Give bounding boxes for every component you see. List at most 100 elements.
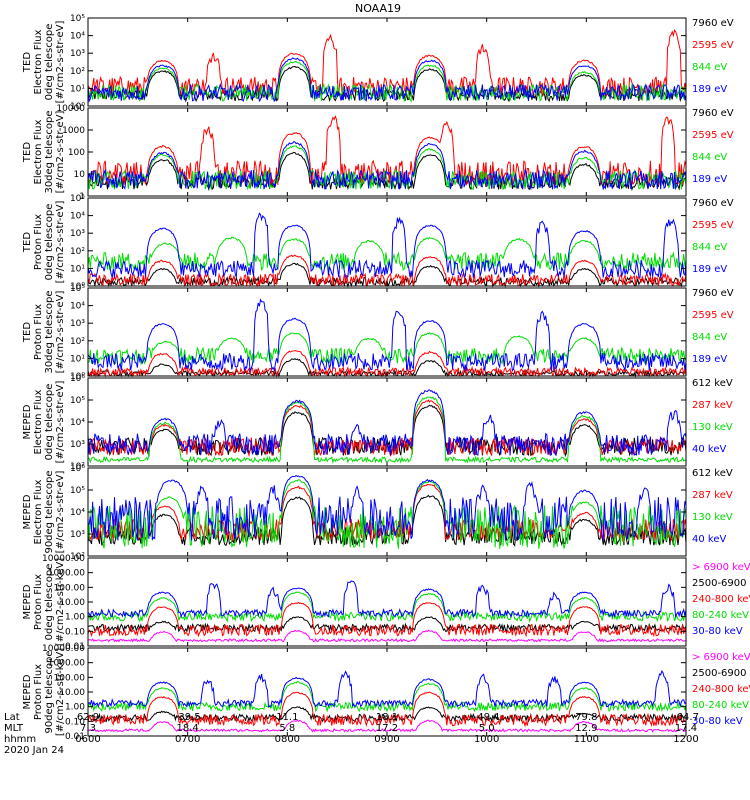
- series--6900-kev: [87, 719, 687, 733]
- panel-3-series: [87, 212, 687, 288]
- y-tick-label: 10⁶: [70, 464, 85, 474]
- legend-entry: 80-240 keV: [692, 700, 749, 711]
- footer-lat: 79.8: [575, 712, 597, 723]
- y-axis-label: [#/cm2-s-str-keV]: [55, 558, 66, 646]
- y-tick-label: 10000: [56, 104, 85, 114]
- y-axis-label: Electron Flux: [33, 479, 44, 544]
- y-tick-label: 10000.00: [42, 644, 85, 654]
- series-189-ev: [87, 212, 687, 279]
- footer-lat: 18.1: [376, 712, 398, 723]
- legend-entry: 30-80 keV: [692, 716, 743, 727]
- y-tick-label: 1000.00: [48, 569, 85, 579]
- y-axis-label: MEPED: [22, 584, 33, 619]
- y-axis-label: 0deg telescope: [44, 204, 55, 281]
- series-2500-6900: [87, 706, 687, 724]
- y-tick-label: 10⁰: [70, 372, 85, 382]
- y-tick-label: 10³: [70, 49, 85, 59]
- y-axis-label: Proton Flux: [33, 574, 44, 630]
- y-tick-label: 10⁴: [70, 32, 85, 42]
- y-axis-label: 90deg telescope: [44, 650, 55, 733]
- legend-entry: > 6900 keV: [692, 562, 750, 573]
- legend-entry: 7960 eV: [692, 198, 734, 209]
- legend-entry: > 6900 keV: [692, 652, 750, 663]
- series-40-kev: [87, 389, 687, 457]
- footer-hhmm: 0800: [275, 734, 300, 745]
- y-tick-label: 10⁶: [70, 374, 85, 384]
- y-axis-label: 0deg telescope: [44, 384, 55, 461]
- y-tick-label: 1000.00: [48, 659, 85, 669]
- legend-entry: 189 eV: [692, 84, 727, 95]
- legend-entry: 2500-6900: [692, 578, 747, 589]
- y-axis-label: 0deg telescope: [44, 24, 55, 101]
- series-240-800-kev: [87, 691, 687, 728]
- y-axis-label: Electron Flux: [33, 29, 44, 94]
- y-tick-label: 10³: [70, 440, 85, 450]
- y-tick-label: 10²: [70, 462, 85, 472]
- panel-6: 10² 10³ 10⁴ 10⁵ 10⁶ MEPED Electron Flux 90deg t…: [22, 464, 733, 562]
- y-tick-label: 100.00: [54, 583, 86, 593]
- footer-mlt: 17.2: [376, 723, 398, 734]
- footer-hhmm: 0700: [175, 734, 200, 745]
- y-tick-label: 0.01: [65, 732, 85, 742]
- y-tick-label: 10²: [70, 247, 85, 257]
- y-tick-label: 10³: [70, 319, 85, 329]
- y-axis-label: [#/cm2-s-str-eV]: [55, 381, 66, 464]
- y-tick-label: 10000.00: [42, 554, 85, 564]
- y-tick-label: 0.10: [65, 627, 85, 637]
- legend-entry: 240-800 keV: [692, 684, 750, 695]
- y-tick-label: 10⁴: [70, 302, 85, 312]
- legend-entry: 7960 eV: [692, 288, 734, 299]
- y-tick-label: 10³: [70, 229, 85, 239]
- panel-5-series: [87, 389, 687, 464]
- legend-entry: 2595 eV: [692, 220, 734, 231]
- legend-entry: 189 eV: [692, 174, 727, 185]
- y-tick-label: 10¹: [70, 264, 85, 274]
- y-tick-label: 10⁵: [70, 284, 85, 294]
- y-axis-label: [#/cm2-s-str-eV]: [55, 291, 66, 374]
- y-axis-label: Proton Flux: [33, 664, 44, 720]
- y-tick-label: 10⁵: [70, 14, 85, 24]
- legend-entry: 7960 eV: [692, 18, 734, 29]
- y-axis-label: MEPED: [22, 404, 33, 439]
- panel-2: 1 10 100 1000 10000 TED Electron Flux 30deg tel…: [22, 104, 734, 202]
- legend-entry: 844 eV: [692, 332, 727, 343]
- footer-mlt: 12.9: [575, 723, 597, 734]
- footer-hhmm: 1200: [673, 734, 698, 745]
- y-tick-label: 0.10: [65, 717, 85, 727]
- y-axis-label: [#/cm2-s-str-eV]: [55, 111, 66, 194]
- y-axis-label: [#/cm2-s-str-eV]: [55, 201, 66, 284]
- footer-hhmm: 1000: [474, 734, 499, 745]
- series-189-ev: [87, 141, 687, 191]
- panel-3: 10⁰ 10¹ 10² 10³ 10⁴ 10⁵ TED Proton Flux 0deg tel…: [22, 194, 734, 292]
- y-tick-label: 10.00: [59, 688, 85, 698]
- footer-mlt: 17.4: [675, 723, 697, 734]
- y-tick-label: 10⁵: [70, 396, 85, 406]
- legend-entry: 130 keV: [692, 422, 733, 433]
- series-189-ev: [87, 57, 687, 103]
- y-axis-label: 30deg telescope: [44, 290, 55, 373]
- footer-row-label: hhmm: [4, 734, 36, 745]
- footer-lat: 62.9: [77, 712, 99, 723]
- footer-hhmm: 0900: [374, 734, 399, 745]
- legend-entry: 30-80 keV: [692, 626, 743, 637]
- legend-entry: 7960 eV: [692, 108, 734, 119]
- y-axis-label: 30deg telescope: [44, 110, 55, 193]
- series-844-ev: [87, 332, 687, 366]
- legend-entry: 844 eV: [692, 152, 727, 163]
- panel-1: 10⁰ 10¹ 10² 10³ 10⁴ 10⁵ TED Electron Flux 0deg t…: [22, 14, 734, 112]
- panel-7-series: [87, 580, 687, 643]
- y-tick-label: 10³: [70, 530, 85, 540]
- footer-row-label: MLT: [4, 723, 24, 734]
- y-axis-label: Proton Flux: [33, 214, 44, 270]
- footer-row-label: Lat: [4, 712, 20, 723]
- y-tick-label: 10⁴: [70, 212, 85, 222]
- y-tick-label: 10: [74, 170, 86, 180]
- y-axis-label: [#/cm2-s-str-keV]: [55, 648, 66, 736]
- y-tick-label: 10⁴: [70, 418, 85, 428]
- panel-4: 10⁰ 10¹ 10² 10³ 10⁴ 10⁵ TED Proton Flux 30deg te…: [22, 284, 734, 382]
- legend-entry: 2595 eV: [692, 130, 734, 141]
- legend-entry: 240-800 keV: [692, 594, 750, 605]
- panel-1-series: [87, 29, 687, 103]
